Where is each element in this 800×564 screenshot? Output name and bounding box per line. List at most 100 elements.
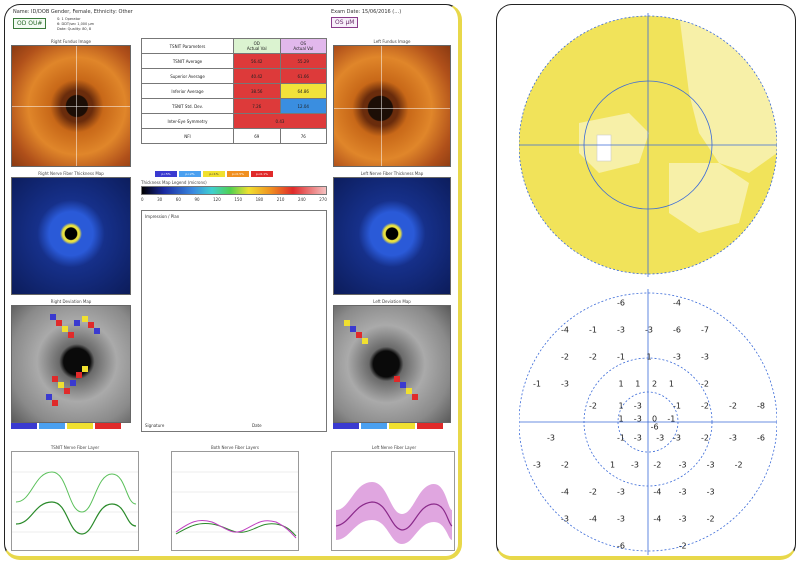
rnfl-report-panel: Name: ID/DOB Gender, Female, Ethnicity: … (4, 4, 462, 560)
deviation-value: -2 (561, 460, 569, 470)
legend-item: p<0.5% (227, 171, 249, 177)
legend-item (361, 423, 387, 429)
tsnit-plot (172, 471, 298, 539)
deviation-pixels (344, 320, 418, 400)
deviation-value: -8 (757, 401, 765, 411)
deviation-value: 1 (618, 401, 624, 411)
scale-title: Thickness Map Legend (microns) (141, 180, 207, 185)
deviation-value: 0 (652, 414, 658, 424)
deviation-value: -3 (633, 414, 642, 424)
od-value: 69 (233, 128, 281, 144)
deviation-value: -3 (533, 460, 541, 470)
deviation-value: -2 (701, 433, 709, 443)
legend-item (39, 423, 65, 429)
visual-field-panel: -6 -4 -4 -1 -3 -3 -6 -7 -2 -2 -1 1 -3 -3 -1 -3 1 1 2 1 -2 -2 1… (496, 4, 796, 560)
deviation-value: -2 (734, 460, 743, 470)
os-value: 12.04 (279, 98, 327, 114)
deviation-value: -2 (729, 401, 737, 411)
left-rnfl-thickness-map (333, 177, 451, 295)
row-label: Superior Average (141, 68, 234, 84)
deviation-value: -7 (701, 325, 709, 335)
deviation-value: -1 (617, 352, 625, 362)
deviation-value: -6 (673, 325, 681, 335)
patient-name-line: Name: ID/DOB Gender, Female, Ethnicity: … (13, 9, 133, 15)
sector-line (12, 106, 130, 107)
deviation-value: -2 (561, 352, 569, 362)
tsnit-plot (335, 482, 453, 544)
deviation-value: -2 (589, 487, 597, 497)
os-curve (175, 519, 297, 539)
left-rnfl-title: Left Nerve Fiber Thickness Map (360, 171, 424, 176)
right-tsnit-graph (11, 451, 139, 551)
deviation-value: -3 (673, 352, 681, 362)
right-rnfl-title: Right Nerve Fiber Thickness Map (38, 171, 104, 176)
deviation-value: -3 (617, 325, 625, 335)
impression-box[interactable]: Impression / Plan Signature Date (141, 210, 327, 432)
right-graph-title: TSNIT Nerve Fiber Layer (50, 445, 100, 450)
od-column-header: OD Actual Val (233, 38, 281, 54)
scale-tick: 90 (194, 197, 200, 202)
table-row: NFI 69 76 (141, 128, 327, 144)
scale-ticks: 0 30 60 90 120 150 180 210 240 270 (141, 197, 327, 202)
od-value: 56.42 (233, 53, 281, 69)
legend-item (417, 423, 443, 429)
left-fundus-title: Left Fundus Image (373, 39, 411, 44)
deviation-value: -3 (729, 433, 737, 443)
deviation-value: -3 (561, 514, 569, 524)
row-label: Inferior Average (141, 83, 234, 99)
deviation-value: -3 (633, 401, 642, 411)
deviation-value: -3 (656, 433, 665, 443)
right-dev-title: Right Deviation Map (50, 299, 92, 304)
legend-item (11, 423, 37, 429)
params-header-label: TSNIT Parameters (141, 38, 234, 54)
scale-tick: 150 (234, 197, 242, 202)
legend-item (95, 423, 121, 429)
deviation-value: -3 (617, 487, 625, 497)
row-label: Inter-Eye Symmetry (141, 113, 234, 129)
deviation-value: -2 (589, 401, 597, 411)
deviation-value: -2 (706, 514, 715, 524)
deviation-value: -3 (561, 379, 569, 389)
significance-legend: p<5% p<2% p<1% p<0.5% p<0.1% (155, 171, 273, 177)
left-tsnit-graph (331, 451, 455, 551)
deviation-value: 1 (610, 460, 616, 470)
signature-label: Signature (145, 423, 165, 428)
sector-line (381, 46, 382, 166)
os-value: 64.86 (279, 83, 327, 99)
scale-tick: 30 (157, 197, 163, 202)
scale-tick: 270 (319, 197, 327, 202)
row-label: TSNIT Std. Dev. (141, 98, 234, 114)
deviation-value: 1 (618, 414, 624, 424)
scale-tick: 120 (213, 197, 221, 202)
deviation-value: -1 (589, 325, 597, 335)
table-row: Inter-Eye Symmetry 0.43 (141, 113, 327, 129)
right-fundus-title: Right Fundus Image (51, 39, 91, 44)
deviation-value: -4 (561, 325, 569, 335)
scale-tick: 60 (175, 197, 181, 202)
deviation-value: -4 (561, 487, 569, 497)
deviation-value: -3 (673, 433, 681, 443)
deviation-value: -2 (678, 541, 687, 551)
deviation-value: -2 (589, 352, 597, 362)
normal-upper-curve (15, 471, 137, 513)
deviation-value: -3 (547, 433, 555, 443)
grid (12, 471, 138, 533)
deviation-value: -3 (706, 460, 715, 470)
deviation-value: -2 (653, 460, 662, 470)
scale-tick: 0 (141, 197, 144, 202)
deviation-value: -6 (650, 422, 659, 432)
deviation-value: -4 (589, 514, 597, 524)
os-value: 61.66 (279, 68, 327, 84)
right-dev-legend (11, 423, 121, 429)
deviation-pixels (46, 314, 100, 406)
deviation-overlay (46, 314, 100, 406)
symmetry-value: 0.43 (233, 113, 327, 129)
legend-item (389, 423, 415, 429)
od-subheader-text: Actual Val (246, 46, 267, 51)
deviation-value: -1 (667, 414, 676, 424)
deviation-value: -6 (617, 541, 625, 551)
deviation-value: -2 (701, 401, 709, 411)
os-curve (335, 501, 453, 531)
deviation-value: -1 (533, 379, 541, 389)
os-value: 55.29 (279, 53, 327, 69)
